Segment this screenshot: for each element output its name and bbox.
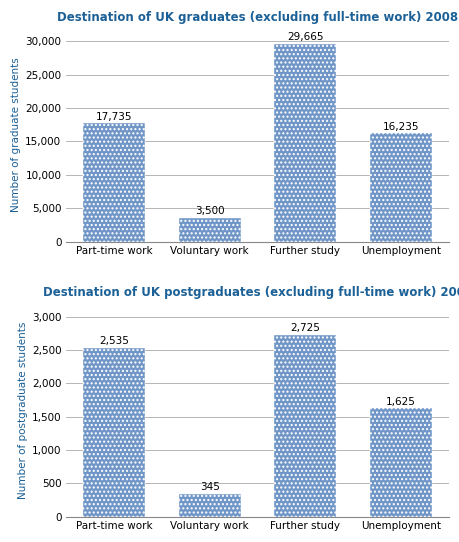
Bar	[274, 44, 336, 242]
Bar	[178, 218, 241, 242]
Text: 17,735: 17,735	[95, 112, 132, 121]
Text: 2,725: 2,725	[290, 323, 319, 333]
Bar	[83, 347, 145, 517]
Bar	[369, 133, 431, 242]
Text: 345: 345	[199, 482, 219, 492]
Text: 16,235: 16,235	[382, 121, 419, 132]
Text: 29,665: 29,665	[286, 32, 323, 42]
Text: 2,535: 2,535	[99, 336, 129, 346]
Title: Destination of UK postgraduates (excluding full-time work) 2008: Destination of UK postgraduates (excludi…	[42, 286, 459, 299]
Bar	[369, 408, 431, 517]
Y-axis label: Number of postgraduate students: Number of postgraduate students	[17, 321, 28, 499]
Bar	[178, 494, 241, 517]
Y-axis label: Number of graduate students: Number of graduate students	[11, 57, 21, 212]
Text: 3,500: 3,500	[195, 207, 224, 216]
Title: Destination of UK graduates (excluding full-time work) 2008: Destination of UK graduates (excluding f…	[57, 11, 457, 24]
Bar	[274, 335, 336, 517]
Text: 1,625: 1,625	[385, 397, 415, 406]
Bar	[83, 123, 145, 242]
